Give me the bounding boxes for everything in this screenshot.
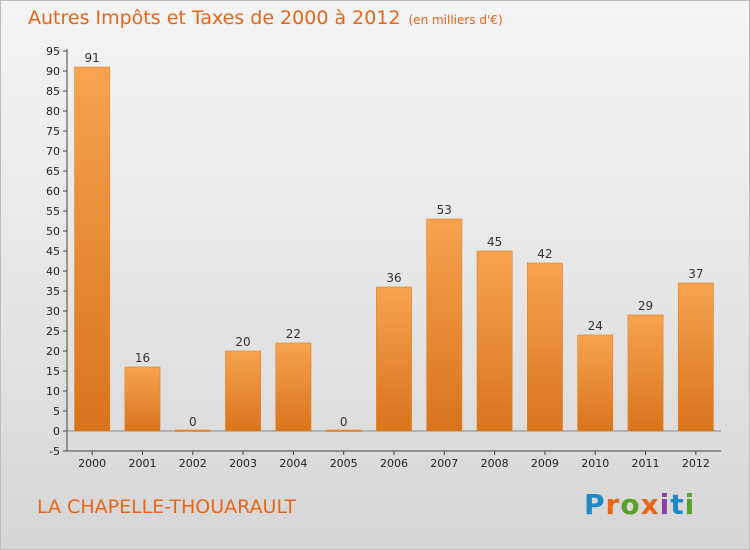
bar-2004 <box>275 342 312 432</box>
x-tick-label: 2006 <box>380 457 408 470</box>
y-tick-label: 40 <box>46 265 60 278</box>
bar-2008 <box>476 250 513 432</box>
y-tick-label: 20 <box>46 345 60 358</box>
bar-2010 <box>577 334 614 432</box>
x-tick-label: 2003 <box>229 457 257 470</box>
bar-2011 <box>627 314 664 432</box>
y-tick-label: 95 <box>46 45 60 58</box>
y-tick-label: 5 <box>53 405 60 418</box>
y-tick-label: 70 <box>46 145 60 158</box>
data-label-2005: 0 <box>340 415 348 429</box>
y-tick-label: 90 <box>46 65 60 78</box>
y-tick-label: 75 <box>46 125 60 138</box>
x-tick-label: 2011 <box>632 457 660 470</box>
x-tick-label: 2012 <box>682 457 710 470</box>
y-tick-label: 65 <box>46 165 60 178</box>
y-tick-label: 10 <box>46 385 60 398</box>
chart-subtitle: (en milliers d'€) <box>408 13 503 27</box>
data-label-2002: 0 <box>189 415 197 429</box>
y-tick-label: 15 <box>46 365 60 378</box>
chart-title-text: Autres Impôts et Taxes de 2000 à 2012 <box>28 7 401 29</box>
bar-2012 <box>677 282 714 432</box>
data-label-2010: 24 <box>588 319 603 333</box>
y-tick-label: 25 <box>46 325 60 338</box>
data-label-2011: 29 <box>638 299 653 313</box>
bar-2000 <box>74 66 111 432</box>
x-tick-label: 2005 <box>330 457 358 470</box>
data-labels: 91 16 0 20 22 0 36 53 45 42 24 29 37 <box>85 51 704 429</box>
y-tick-label: 85 <box>46 85 60 98</box>
logo-letter: t <box>670 488 685 521</box>
x-tick-label: 2008 <box>481 457 509 470</box>
logo-letter: r <box>605 488 621 521</box>
data-label-2004: 22 <box>286 327 301 341</box>
bar-2006 <box>376 286 412 432</box>
data-label-2001: 16 <box>135 351 150 365</box>
bar-2009 <box>527 262 563 432</box>
y-tick-label: 30 <box>46 305 60 318</box>
data-label-2009: 42 <box>537 247 552 261</box>
data-label-2007: 53 <box>437 203 452 217</box>
bar-2001 <box>124 366 161 432</box>
bar-2003 <box>225 350 261 432</box>
y-tick-label: 80 <box>46 105 60 118</box>
x-tick-label: 2004 <box>279 457 307 470</box>
x-tick-label: 2001 <box>128 457 156 470</box>
y-tick-label: 50 <box>46 225 60 238</box>
y-tick-label: -5 <box>49 445 60 458</box>
x-tick-label: 2009 <box>531 457 559 470</box>
y-tick-label: 55 <box>46 205 60 218</box>
data-label-2008: 45 <box>487 235 502 249</box>
bar-2007 <box>426 218 463 432</box>
bar-2005 <box>325 429 362 432</box>
y-tick-label: 35 <box>46 285 60 298</box>
bar-2002 <box>174 429 211 432</box>
bars <box>74 66 714 432</box>
logo-letter: i <box>684 488 696 521</box>
data-label-2006: 36 <box>386 271 401 285</box>
data-label-2000: 91 <box>85 51 100 65</box>
chart-title: Autres Impôts et Taxes de 2000 à 2012 (en… <box>28 7 503 29</box>
data-label-2012: 37 <box>688 267 703 281</box>
logo-letter: P <box>584 488 606 521</box>
y-tick-label: 0 <box>53 425 60 438</box>
logo-letter: x <box>640 488 660 521</box>
y-tick-label: 60 <box>46 185 60 198</box>
logo-letter: o <box>620 488 641 521</box>
data-label-2003: 20 <box>235 335 250 349</box>
x-tick-label: 2002 <box>179 457 207 470</box>
y-tick-label: 45 <box>46 245 60 258</box>
x-tick-label: 2010 <box>581 457 609 470</box>
x-tick-label: 2007 <box>430 457 458 470</box>
proxiti-logo[interactable]: Proxiti <box>584 488 695 521</box>
logo-letter: i <box>659 488 671 521</box>
x-tick-label: 2000 <box>78 457 106 470</box>
place-name: LA CHAPELLE-THOUARAULT <box>37 496 297 518</box>
